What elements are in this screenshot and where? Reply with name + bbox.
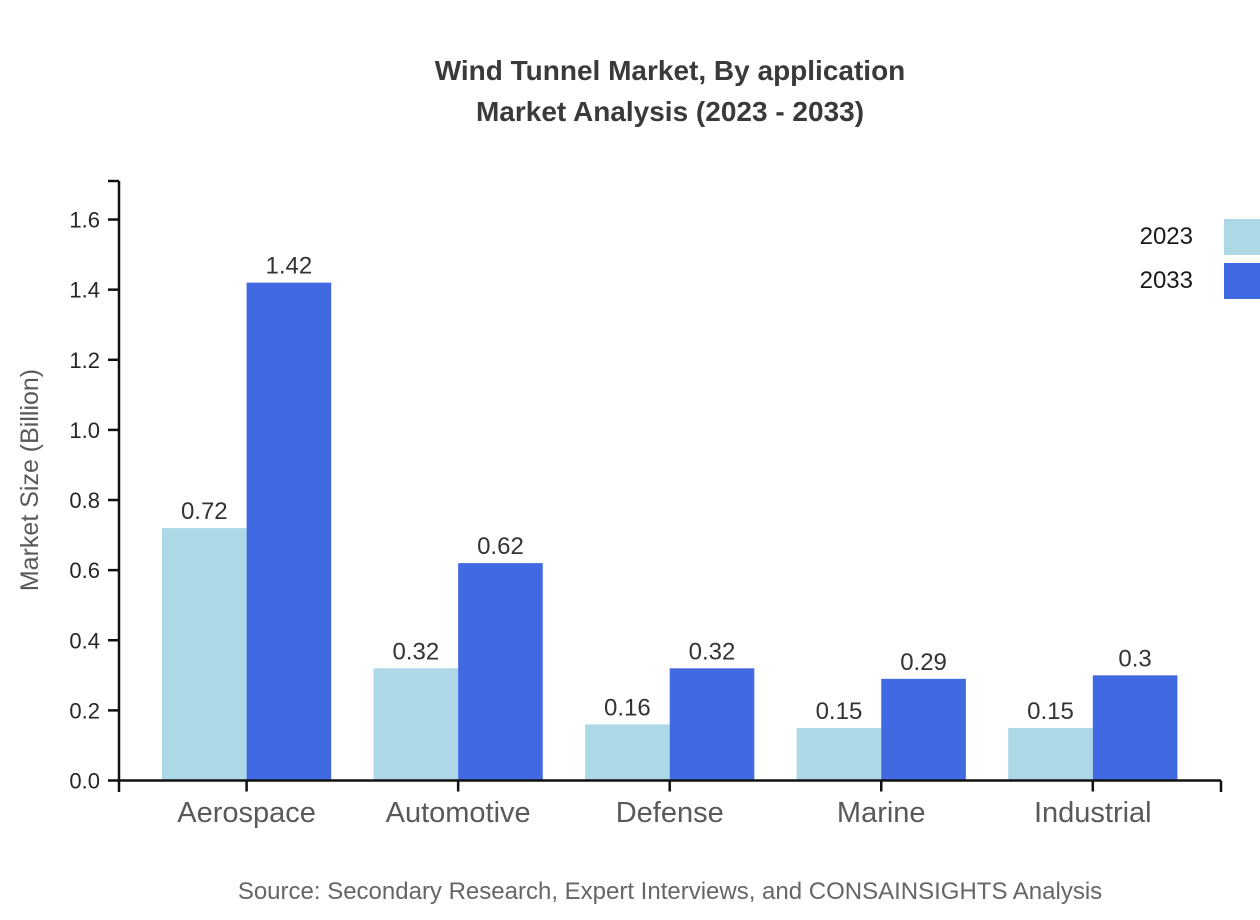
y-tick-label-0.0: 0.0 bbox=[69, 769, 100, 794]
bar-2023-industrial bbox=[1008, 727, 1093, 781]
bar-2023-automotive bbox=[373, 668, 459, 781]
value-label-2023-aerospace: 0.72 bbox=[181, 498, 228, 525]
bar-2023-aerospace bbox=[162, 528, 247, 781]
chart-title-line1: Wind Tunnel Market, By application bbox=[434, 55, 906, 86]
legend-swatch-2023-icon bbox=[1224, 219, 1260, 255]
value-label-2023-defense: 0.16 bbox=[604, 694, 651, 721]
value-label-2033-aerospace: 1.42 bbox=[266, 253, 313, 280]
category-label-industrial: Industrial bbox=[1034, 797, 1152, 829]
y-tick-label-0.8: 0.8 bbox=[69, 488, 100, 513]
bar-2033-aerospace bbox=[246, 282, 332, 781]
legend-item-2033: 2033 bbox=[1140, 263, 1260, 299]
bar-2033-industrial bbox=[1092, 675, 1178, 781]
source-note: Source: Secondary Research, Expert Inter… bbox=[237, 878, 1103, 905]
chart-title-line2: Market Analysis (2023 - 2033) bbox=[475, 96, 865, 127]
y-tick-label-1.4: 1.4 bbox=[69, 278, 100, 303]
legend-label-2023: 2023 bbox=[1139, 223, 1193, 250]
legend: 2023 2033 bbox=[1140, 219, 1260, 307]
category-label-aerospace: Aerospace bbox=[177, 797, 316, 829]
legend-item-2023: 2023 bbox=[1140, 219, 1260, 255]
value-label-2033-defense: 0.32 bbox=[689, 638, 736, 665]
y-tick-label-1.2: 1.2 bbox=[69, 348, 100, 373]
y-tick-label-0.4: 0.4 bbox=[69, 628, 100, 653]
value-label-2023-automotive: 0.32 bbox=[392, 638, 439, 665]
bar-2033-automotive bbox=[458, 563, 543, 781]
value-label-2023-marine: 0.15 bbox=[816, 698, 863, 725]
y-tick-label-1.0: 1.0 bbox=[69, 418, 100, 443]
y-tick-label-0.6: 0.6 bbox=[69, 558, 100, 583]
bar-2033-defense bbox=[669, 668, 755, 781]
category-label-marine: Marine bbox=[837, 797, 926, 829]
bar-2023-defense bbox=[585, 724, 670, 781]
value-label-2033-marine: 0.29 bbox=[900, 649, 947, 676]
value-label-2033-automotive: 0.62 bbox=[477, 533, 524, 560]
chart-title: Wind Tunnel Market, By application Marke… bbox=[70, 50, 1260, 132]
y-tick-label-0.2: 0.2 bbox=[69, 698, 100, 723]
y-tick-label-1.6: 1.6 bbox=[69, 208, 100, 233]
bar-2033-marine bbox=[881, 678, 966, 781]
y-axis-label: Market Size (Billion) bbox=[16, 369, 44, 591]
legend-label-2033: 2033 bbox=[1139, 267, 1193, 294]
category-label-automotive: Automotive bbox=[386, 797, 531, 829]
category-label-defense: Defense bbox=[616, 797, 724, 829]
bar-2023-marine bbox=[796, 727, 882, 781]
legend-swatch-2033-icon bbox=[1224, 263, 1260, 299]
value-label-2033-industrial: 0.3 bbox=[1118, 645, 1151, 672]
value-label-2023-industrial: 0.15 bbox=[1027, 698, 1074, 725]
